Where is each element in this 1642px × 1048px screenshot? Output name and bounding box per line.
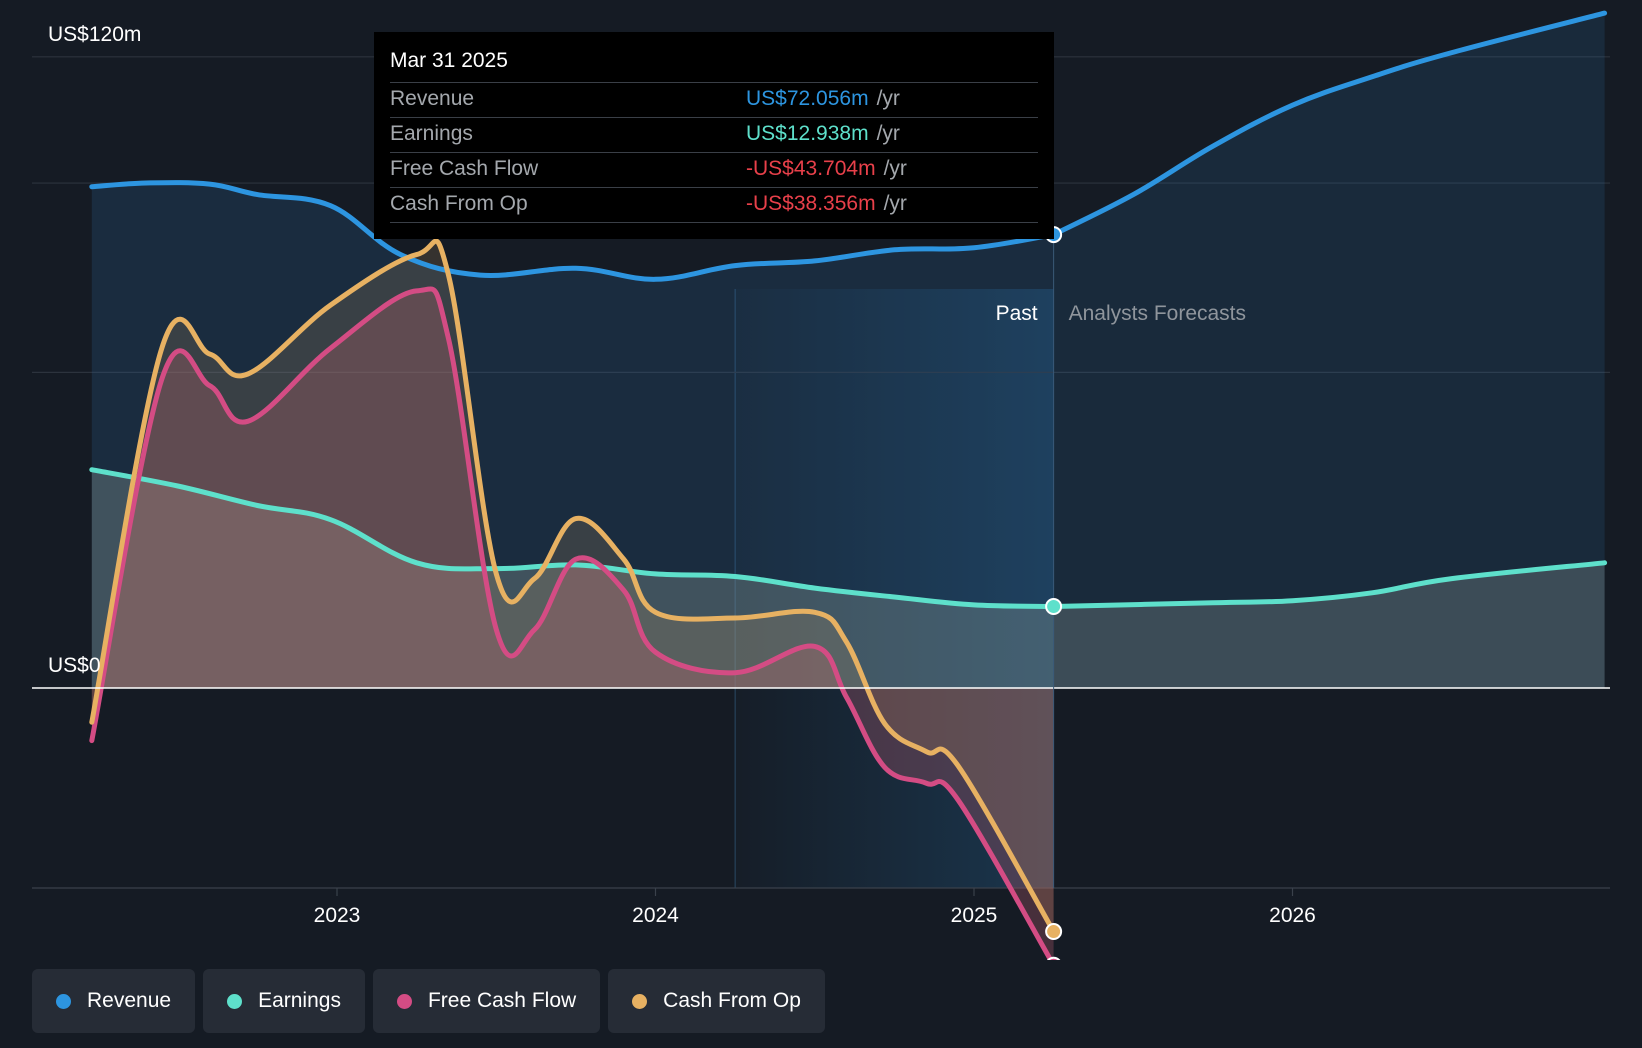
x-tick-label: 2025 bbox=[951, 904, 998, 927]
marker-cash-from-op[interactable] bbox=[1045, 923, 1063, 941]
tooltip-value: -US$43.704m bbox=[746, 157, 876, 180]
legend-dot-icon bbox=[227, 993, 243, 1009]
series-lines bbox=[89, 10, 1608, 960]
legend-label: Earnings bbox=[258, 989, 341, 1012]
legend-dot-icon bbox=[632, 993, 648, 1009]
tooltip-row-revenue: Revenue US$72.056m /yr bbox=[390, 82, 1038, 117]
past-label: Past bbox=[996, 302, 1038, 325]
tooltip-value: -US$38.356m bbox=[746, 192, 876, 215]
tooltip-row-free-cash-flow: Free Cash Flow -US$43.704m /yr bbox=[390, 152, 1038, 187]
forecast-line-earnings bbox=[1051, 560, 1608, 609]
legend-dot-icon bbox=[396, 993, 412, 1009]
legend-item-earnings[interactable]: Earnings bbox=[203, 969, 365, 1033]
tooltip-date: Mar 31 2025 bbox=[390, 49, 508, 72]
y-tick-label: US$120m bbox=[48, 23, 141, 46]
legend-label: Revenue bbox=[87, 989, 172, 1012]
line-free-cash-flow bbox=[89, 286, 1054, 960]
tooltip-row-earnings: Earnings US$12.938m /yr bbox=[390, 117, 1038, 152]
past-highlight-rect bbox=[735, 289, 1054, 888]
legend: Revenue Earnings Free Cash Flow Cash Fro… bbox=[32, 969, 825, 1033]
tooltip-value: US$72.056m bbox=[746, 87, 869, 110]
x-tick-label: 2024 bbox=[632, 904, 679, 927]
legend-item-revenue[interactable]: Revenue bbox=[32, 969, 196, 1033]
x-tick-label: 2026 bbox=[1269, 904, 1316, 927]
tooltip-label: Revenue bbox=[390, 87, 475, 110]
tooltip-unit: /yr bbox=[876, 87, 900, 110]
legend-label: Cash From Op bbox=[663, 989, 801, 1012]
tooltip-label: Earnings bbox=[390, 122, 473, 145]
tooltip-unit: /yr bbox=[883, 157, 907, 180]
tooltip: Mar 31 2025 Revenue US$72.056m /yr Earni… bbox=[374, 32, 1054, 239]
line-cash-from-op bbox=[89, 238, 1057, 934]
tooltip-row-cash-from-op: Cash From Op -US$38.356m /yr bbox=[390, 187, 1038, 223]
forecast-area-revenue bbox=[1053, 13, 1605, 689]
series-areas bbox=[91, 13, 1605, 960]
y-tick-label: US$0 bbox=[48, 654, 101, 677]
marker-earnings[interactable] bbox=[1045, 597, 1063, 615]
area-earnings bbox=[91, 469, 1054, 688]
forecast-area-earnings bbox=[1053, 562, 1605, 688]
area-free-cash-flow bbox=[91, 288, 1054, 960]
legend-item-free-cash-flow[interactable]: Free Cash Flow bbox=[372, 969, 601, 1033]
legend-label: Free Cash Flow bbox=[427, 989, 577, 1012]
line-revenue bbox=[89, 180, 1057, 282]
x-tick-label: 2023 bbox=[314, 904, 361, 927]
forecast-label: Analysts Forecasts bbox=[1069, 302, 1246, 325]
tooltip-value: US$12.938m bbox=[746, 122, 869, 145]
legend-item-cash-from-op[interactable]: Cash From Op bbox=[608, 969, 825, 1033]
area-revenue bbox=[91, 182, 1054, 688]
tooltip-unit: /yr bbox=[876, 122, 900, 145]
area-cash-from-op bbox=[91, 241, 1054, 932]
tooltip-label: Free Cash Flow bbox=[390, 157, 539, 180]
marker-free-cash-flow[interactable] bbox=[1046, 956, 1061, 960]
legend-dot-icon bbox=[56, 993, 71, 1009]
x-axis-labels: 2023 2024 2025 2026 bbox=[314, 888, 1316, 927]
forecast-line-revenue bbox=[1051, 10, 1608, 238]
tooltip-unit: /yr bbox=[883, 192, 907, 215]
tooltip-label: Cash From Op bbox=[390, 192, 528, 215]
past-highlight-region bbox=[734, 289, 1054, 888]
